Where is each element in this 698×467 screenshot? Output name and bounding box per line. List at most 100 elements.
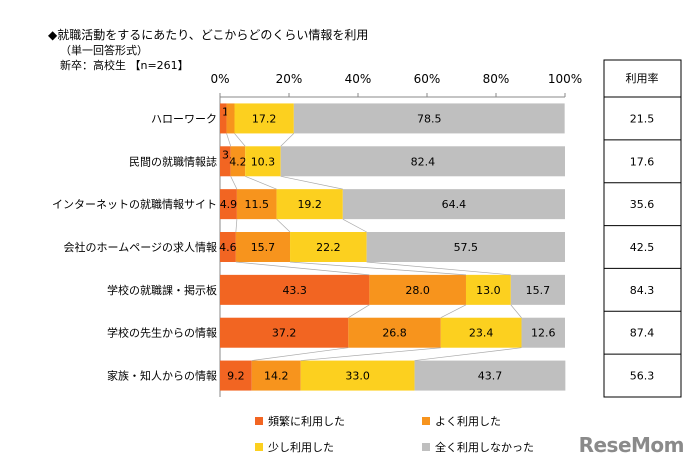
category-label: 学校の就職課・掲示板 [107, 283, 217, 297]
legend-swatch [422, 417, 430, 425]
data-label: 33.0 [345, 370, 370, 383]
data-label: 4.6 [219, 241, 237, 254]
category-label: 会社のホームページの求人情報 [64, 240, 217, 254]
data-label: 43.7 [478, 370, 503, 383]
x-tick-label: 0% [210, 72, 229, 86]
chart-title: ◆就職活動をするにあたり、どこからどのくらい情報を利用 [48, 28, 369, 42]
connector-line [440, 304, 467, 319]
connector-line [414, 347, 522, 361]
data-label: 37.2 [272, 327, 297, 340]
bar-segment [230, 146, 246, 177]
bar-segment [220, 103, 227, 134]
bar-segment [220, 232, 236, 262]
legend-swatch [422, 443, 430, 451]
data-label: 17.2 [252, 112, 277, 125]
connector-line [276, 218, 291, 233]
category-label: 学校の先生からの情報 [107, 326, 217, 340]
connector-line [251, 347, 349, 361]
legend-label: 全く利用しなかった [435, 440, 534, 454]
connector-line [235, 219, 238, 233]
connector-line [234, 133, 246, 147]
connector-line [342, 218, 367, 233]
bar-segment [251, 360, 301, 391]
usage-rate-table [603, 59, 682, 398]
data-label: 57.5 [454, 241, 479, 254]
data-label: 12.6 [531, 327, 556, 340]
legend-swatch [255, 443, 263, 451]
bar-segment [369, 274, 466, 305]
usage-rate-value: 42.5 [630, 241, 655, 254]
category-label: 民間の就職情報誌 [129, 154, 217, 168]
data-label: 22.2 [316, 241, 341, 254]
data-label: 19.2 [297, 198, 322, 211]
bar-segment [440, 317, 522, 348]
bar-segment [276, 189, 343, 220]
connector-line [230, 176, 238, 190]
data-label: 9.2 [227, 370, 245, 383]
usage-rate-value: 21.5 [630, 112, 655, 125]
bar-segment [245, 146, 281, 177]
bar-segment [414, 360, 566, 391]
x-tick-label: 100% [548, 72, 582, 86]
connector-line [245, 175, 277, 190]
usage-rate-value: 17.6 [630, 155, 655, 168]
connector-line [226, 133, 232, 147]
category-label: 家族・知人からの情報 [107, 369, 217, 383]
category-label: インターネットの就職情報サイト [52, 197, 217, 211]
connector-line [348, 304, 370, 319]
connector-line [510, 304, 522, 318]
data-label: 15.7 [251, 241, 276, 254]
bar-segment [293, 103, 565, 134]
data-label: 82.4 [411, 155, 436, 168]
connector-line [280, 175, 343, 190]
chart-subtitle: （単一回答形式） [60, 44, 148, 57]
category-label: ハローワーク [151, 112, 217, 125]
legend-swatch [255, 417, 263, 425]
x-tick-label: 20% [276, 72, 303, 86]
bar-segment [220, 317, 349, 348]
bar-segment [226, 103, 235, 134]
bar-segment [220, 189, 237, 220]
data-label: 28.0 [405, 284, 430, 297]
bar-segment [510, 274, 565, 305]
legend-label: よく利用した [435, 415, 501, 428]
x-tick-label: 80% [483, 72, 510, 86]
data-label: 78.5 [417, 112, 442, 125]
bar-segment [234, 103, 294, 134]
data-label: 15.7 [526, 284, 551, 297]
data-label: 14.2 [264, 370, 289, 383]
legend-label: 頻繁に利用した [268, 414, 345, 428]
sample-label: 新卒：高校生 【n=261】 [60, 59, 189, 72]
bar-segment [300, 360, 415, 391]
connector-line [300, 347, 441, 361]
x-tick-label: 40% [345, 72, 372, 86]
data-label: 10.3 [251, 155, 276, 168]
data-label: 23.4 [469, 327, 494, 340]
data-label: 4.9 [220, 198, 238, 211]
usage-rate-value: 35.6 [630, 198, 655, 211]
legend-label: 少し利用した [268, 441, 334, 454]
data-label: 64.4 [442, 198, 467, 211]
data-label: 13.0 [476, 284, 501, 297]
connector-line [366, 261, 511, 276]
bar-segment [220, 274, 370, 305]
usage-rate-value: 84.3 [630, 284, 655, 297]
x-tick-label: 60% [414, 72, 441, 86]
bar-segment [465, 274, 511, 305]
usage-rate-value: 56.3 [630, 370, 655, 383]
connector-line [235, 261, 370, 276]
usage-rate-header: 利用率 [626, 71, 659, 85]
bar-segment [220, 146, 231, 177]
bar-segment [290, 232, 367, 262]
bar-segment [236, 189, 277, 220]
bar-segment [220, 360, 252, 391]
bar-segment [235, 232, 291, 262]
data-label: 11.5 [244, 198, 269, 211]
bar-segment [342, 189, 565, 220]
connector-line [290, 261, 467, 276]
connector-line [280, 133, 295, 147]
resemom-logo: ReseMom [578, 433, 685, 457]
bar-segment [521, 317, 565, 348]
